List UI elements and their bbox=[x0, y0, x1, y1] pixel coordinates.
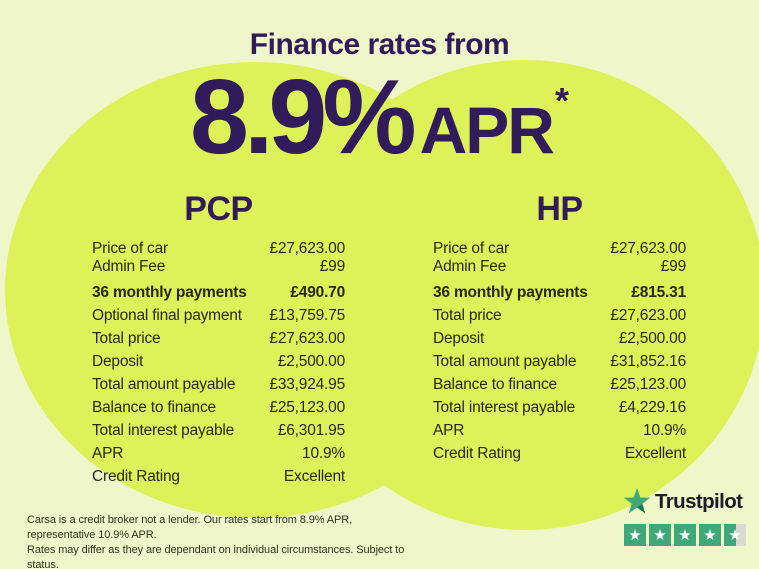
row-value: £27,623.00 bbox=[269, 330, 345, 347]
table-row-monthly-payment: 36 monthly payments £490.70 bbox=[92, 284, 345, 302]
star-icon: ★ bbox=[649, 524, 671, 546]
row-value: £31,852.16 bbox=[610, 353, 686, 370]
legal-disclaimer: Carsa is a credit broker not a lender. O… bbox=[27, 513, 419, 569]
row-value: Excellent bbox=[624, 445, 686, 462]
row-label: 36 monthly payments bbox=[433, 284, 588, 301]
row-label: Total amount payable bbox=[92, 376, 236, 393]
row-label: APR bbox=[433, 422, 465, 439]
row-value: £33,924.95 bbox=[269, 376, 345, 393]
row-value: 10.9% bbox=[643, 422, 686, 439]
row-value: £6,301.95 bbox=[277, 422, 345, 439]
table-row: Credit Rating Excellent bbox=[92, 468, 345, 486]
row-value: £815.31 bbox=[631, 284, 686, 301]
table-row: APR 10.9% bbox=[433, 422, 686, 440]
row-label: Admin Fee bbox=[92, 258, 166, 275]
table-row: Price of car £27,623.00 bbox=[433, 240, 686, 258]
table-row: Total amount payable £31,852.16 bbox=[433, 353, 686, 371]
row-value: £27,623.00 bbox=[610, 307, 686, 324]
table-row: Admin Fee £99 bbox=[92, 258, 345, 276]
table-row: Price of car £27,623.00 bbox=[92, 240, 345, 258]
row-label: Total price bbox=[92, 330, 161, 347]
star-icon: ★ bbox=[624, 524, 646, 546]
disclaimer-line-1: Carsa is a credit broker not a lender. O… bbox=[27, 514, 353, 541]
row-label: Balance to finance bbox=[433, 376, 557, 393]
row-value: £25,123.00 bbox=[610, 376, 686, 393]
pcp-heading: PCP bbox=[184, 190, 253, 228]
row-value: 10.9% bbox=[302, 445, 345, 462]
trustpilot-star-icon bbox=[623, 488, 651, 514]
table-row-monthly-payment: 36 monthly payments £815.31 bbox=[433, 284, 686, 302]
rate-unit: APR bbox=[419, 93, 555, 167]
row-value: £13,759.75 bbox=[269, 307, 345, 324]
hp-heading: HP bbox=[536, 190, 583, 228]
row-label: Deposit bbox=[92, 353, 144, 370]
row-value: £4,229.16 bbox=[618, 399, 686, 416]
row-label: Total interest payable bbox=[433, 399, 576, 416]
row-label: Total amount payable bbox=[433, 353, 577, 370]
row-value: £490.70 bbox=[290, 284, 345, 301]
row-label: Balance to finance bbox=[92, 399, 216, 416]
row-value: £99 bbox=[319, 258, 345, 275]
row-value: £2,500.00 bbox=[618, 330, 686, 347]
row-value: Excellent bbox=[283, 468, 345, 485]
trustpilot-wordmark: Trustpilot bbox=[655, 490, 743, 513]
star-icon: ★ bbox=[699, 524, 721, 546]
table-row: Deposit £2,500.00 bbox=[92, 353, 345, 371]
half-star-icon: ★ bbox=[724, 524, 746, 546]
row-value: £27,623.00 bbox=[610, 240, 686, 257]
row-label: Total interest payable bbox=[92, 422, 235, 439]
table-row: Total amount payable £33,924.95 bbox=[92, 376, 345, 394]
row-label: 36 monthly payments bbox=[92, 284, 247, 301]
banner-title: Finance rates from bbox=[249, 28, 510, 61]
table-row: Total interest payable £4,229.16 bbox=[433, 399, 686, 417]
row-label: Price of car bbox=[433, 240, 509, 257]
disclaimer-line-2: Rates may differ as they are dependant o… bbox=[27, 544, 405, 569]
hp-background-blob bbox=[285, 60, 759, 530]
table-row: Balance to finance £25,123.00 bbox=[92, 399, 345, 417]
rate-value: 8.9% bbox=[190, 58, 417, 176]
trustpilot-rating-4-5-stars: ★ ★ ★ ★ ★ bbox=[624, 524, 746, 546]
hp-column: HP Price of car £27,623.00 Admin Fee £99… bbox=[433, 190, 686, 463]
table-row: APR 10.9% bbox=[92, 445, 345, 463]
row-value: £2,500.00 bbox=[277, 353, 345, 370]
table-row: Balance to finance £25,123.00 bbox=[433, 376, 686, 394]
row-value: £27,623.00 bbox=[269, 240, 345, 257]
row-value: £99 bbox=[660, 258, 686, 275]
row-value: £25,123.00 bbox=[269, 399, 345, 416]
table-row: Optional final payment £13,759.75 bbox=[92, 307, 345, 325]
table-row: Credit Rating Excellent bbox=[433, 445, 686, 463]
trustpilot-logo: Trustpilot bbox=[622, 487, 746, 517]
row-label: APR bbox=[92, 445, 124, 462]
row-label: Price of car bbox=[92, 240, 168, 257]
table-row: Deposit £2,500.00 bbox=[433, 330, 686, 348]
row-label: Optional final payment bbox=[92, 307, 242, 324]
table-row: Total price £27,623.00 bbox=[433, 307, 686, 325]
trustpilot-badge: Trustpilot ★ ★ ★ ★ ★ bbox=[622, 487, 746, 546]
pcp-column: PCP Price of car £27,623.00 Admin Fee £9… bbox=[92, 190, 345, 486]
rate-footnote-asterisk: * bbox=[554, 80, 569, 121]
row-label: Credit Rating bbox=[92, 468, 180, 485]
row-label: Deposit bbox=[433, 330, 485, 347]
row-label: Credit Rating bbox=[433, 445, 521, 462]
row-label: Total price bbox=[433, 307, 502, 324]
row-label: Admin Fee bbox=[433, 258, 507, 275]
table-row: Total price £27,623.00 bbox=[92, 330, 345, 348]
table-row: Total interest payable £6,301.95 bbox=[92, 422, 345, 440]
star-icon: ★ bbox=[674, 524, 696, 546]
headline-rate: 8.9% APR * bbox=[0, 64, 759, 170]
table-row: Admin Fee £99 bbox=[433, 258, 686, 276]
